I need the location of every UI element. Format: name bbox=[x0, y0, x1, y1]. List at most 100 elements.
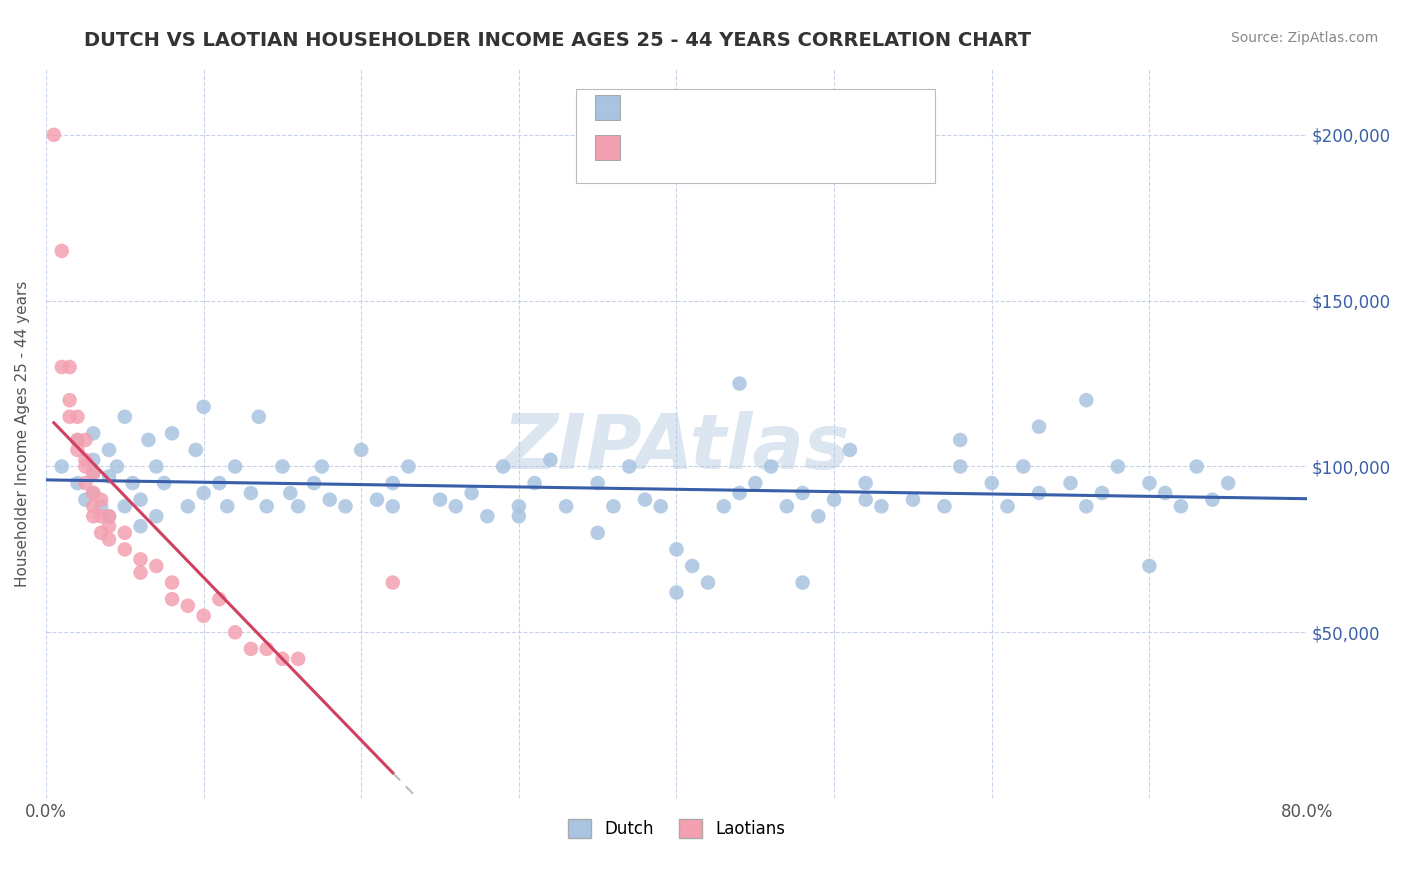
Point bbox=[901, 492, 924, 507]
Point bbox=[82, 426, 104, 441]
Point bbox=[82, 453, 104, 467]
Text: ZIPAtlas: ZIPAtlas bbox=[503, 411, 851, 485]
Point bbox=[697, 575, 720, 590]
Point bbox=[208, 476, 231, 491]
Point bbox=[318, 492, 340, 507]
Point bbox=[98, 509, 121, 524]
Point bbox=[217, 500, 239, 514]
Point bbox=[193, 608, 215, 623]
Point bbox=[75, 476, 97, 491]
Point bbox=[1059, 476, 1081, 491]
Point bbox=[792, 486, 814, 500]
Point bbox=[287, 652, 309, 666]
Point bbox=[934, 500, 956, 514]
Point bbox=[619, 459, 641, 474]
Point bbox=[90, 509, 112, 524]
Point bbox=[278, 486, 301, 500]
Point bbox=[287, 500, 309, 514]
Legend: Dutch, Laotians: Dutch, Laotians bbox=[561, 812, 792, 845]
Point bbox=[980, 476, 1002, 491]
Point bbox=[247, 409, 270, 424]
Point bbox=[523, 476, 546, 491]
Point bbox=[1154, 486, 1177, 500]
Point bbox=[114, 525, 136, 540]
Point bbox=[650, 500, 672, 514]
Point bbox=[728, 486, 751, 500]
Point bbox=[728, 376, 751, 391]
Point bbox=[381, 575, 404, 590]
Point bbox=[82, 509, 104, 524]
Point bbox=[1028, 419, 1050, 434]
Point bbox=[51, 459, 73, 474]
Point bbox=[855, 476, 877, 491]
Point bbox=[538, 453, 561, 467]
Text: DUTCH VS LAOTIAN HOUSEHOLDER INCOME AGES 25 - 44 YEARS CORRELATION CHART: DUTCH VS LAOTIAN HOUSEHOLDER INCOME AGES… bbox=[84, 31, 1032, 50]
Point bbox=[256, 500, 278, 514]
Point bbox=[66, 442, 89, 457]
Y-axis label: Householder Income Ages 25 - 44 years: Householder Income Ages 25 - 44 years bbox=[15, 280, 30, 587]
Point bbox=[1076, 393, 1098, 408]
Point bbox=[145, 559, 167, 574]
Point bbox=[1218, 476, 1240, 491]
Point bbox=[75, 453, 97, 467]
Point bbox=[138, 433, 160, 447]
Point bbox=[82, 466, 104, 480]
Point bbox=[665, 585, 688, 599]
Point bbox=[160, 592, 183, 607]
Point bbox=[429, 492, 451, 507]
Point bbox=[366, 492, 388, 507]
Point bbox=[823, 492, 845, 507]
Point bbox=[1201, 492, 1223, 507]
Point bbox=[302, 476, 325, 491]
Point bbox=[713, 500, 735, 514]
Point bbox=[66, 433, 89, 447]
Text: R =  -0.047   N = 100: R = -0.047 N = 100 bbox=[628, 98, 849, 116]
Point bbox=[311, 459, 333, 474]
Point bbox=[90, 525, 112, 540]
Point bbox=[1137, 559, 1160, 574]
Point bbox=[98, 519, 121, 533]
Point bbox=[1185, 459, 1208, 474]
Point bbox=[145, 459, 167, 474]
Point bbox=[949, 459, 972, 474]
Point bbox=[239, 486, 262, 500]
Point bbox=[129, 519, 152, 533]
Point bbox=[681, 559, 703, 574]
Point bbox=[177, 599, 200, 613]
Point bbox=[335, 500, 357, 514]
Point bbox=[66, 409, 89, 424]
Point bbox=[350, 442, 373, 457]
Point bbox=[239, 641, 262, 656]
Point bbox=[114, 500, 136, 514]
Point bbox=[508, 509, 530, 524]
Point bbox=[792, 575, 814, 590]
Point bbox=[145, 509, 167, 524]
Point bbox=[398, 459, 420, 474]
Point bbox=[90, 500, 112, 514]
Point bbox=[114, 409, 136, 424]
Point bbox=[997, 500, 1019, 514]
Point bbox=[59, 359, 82, 374]
Point bbox=[153, 476, 176, 491]
Point bbox=[759, 459, 782, 474]
Point bbox=[75, 459, 97, 474]
Point bbox=[121, 476, 143, 491]
Point bbox=[98, 442, 121, 457]
Point bbox=[381, 476, 404, 491]
Point bbox=[1028, 486, 1050, 500]
Point bbox=[82, 486, 104, 500]
Point bbox=[586, 525, 609, 540]
Point bbox=[82, 486, 104, 500]
Point bbox=[82, 466, 104, 480]
Text: R =  -0.315   N =  39: R = -0.315 N = 39 bbox=[628, 138, 849, 156]
Point bbox=[160, 426, 183, 441]
Text: Source: ZipAtlas.com: Source: ZipAtlas.com bbox=[1230, 31, 1378, 45]
Point bbox=[208, 592, 231, 607]
Point bbox=[444, 500, 467, 514]
Point bbox=[160, 575, 183, 590]
Point bbox=[114, 542, 136, 557]
Point bbox=[59, 409, 82, 424]
Point bbox=[90, 492, 112, 507]
Point bbox=[224, 625, 246, 640]
Point bbox=[492, 459, 515, 474]
